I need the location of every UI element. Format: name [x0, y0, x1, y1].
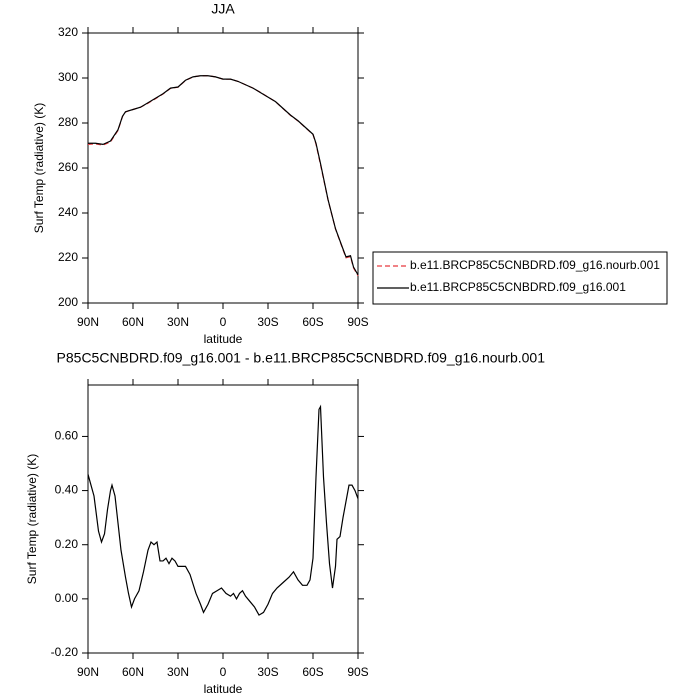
- y-tick-label: 0.60: [55, 429, 79, 443]
- chart-title: JJA: [211, 1, 235, 17]
- y-axis-label: Surf Temp (radiative) (K): [25, 454, 39, 584]
- x-tick-label: 60S: [302, 315, 323, 329]
- x-tick-label: 90S: [347, 315, 368, 329]
- y-tick-label: 220: [58, 250, 78, 264]
- x-axis-label: latitude: [204, 332, 243, 346]
- x-axis-label: latitude: [204, 682, 243, 696]
- data-line: [87, 404, 359, 616]
- y-tick-label: 200: [58, 295, 78, 309]
- legend-label: b.e11.BRCP85C5CNBDRD.f09_g16.nourb.001: [410, 258, 660, 272]
- x-tick-label: 90S: [347, 665, 368, 679]
- x-tick-label: 90N: [77, 665, 99, 679]
- y-tick-label: 300: [58, 70, 78, 84]
- data-line: [87, 75, 359, 277]
- x-tick-label: 30N: [167, 315, 189, 329]
- chart-title: P85C5CNBDRD.f09_g16.001 - b.e11.BRCP85C5…: [57, 350, 546, 366]
- x-tick-label: 0: [220, 665, 227, 679]
- legend-label: b.e11.BRCP85C5CNBDRD.f09_g16.001: [410, 280, 626, 294]
- x-tick-label: 60N: [122, 315, 144, 329]
- x-tick-label: 30N: [167, 665, 189, 679]
- x-tick-label: 60N: [122, 665, 144, 679]
- x-tick-label: 0: [220, 315, 227, 329]
- y-tick-label: 280: [58, 115, 78, 129]
- legend-box: [372, 251, 668, 305]
- y-axis-label: Surf Temp (radiative) (K): [32, 103, 46, 233]
- x-tick-label: 30S: [257, 315, 278, 329]
- data-line: [88, 75, 359, 276]
- y-tick-label: 260: [58, 160, 78, 174]
- y-tick-label: 0.40: [55, 483, 79, 497]
- y-tick-label: -0.20: [51, 645, 79, 659]
- x-tick-label: 60S: [302, 665, 323, 679]
- y-tick-label: 240: [58, 205, 78, 219]
- plot-frame: [87, 384, 359, 654]
- y-tick-label: 0.00: [55, 591, 79, 605]
- y-tick-label: 320: [58, 25, 78, 39]
- x-tick-label: 30S: [257, 665, 278, 679]
- y-tick-label: 0.20: [55, 537, 79, 551]
- plot-frame: [87, 32, 359, 304]
- x-tick-label: 90N: [77, 315, 99, 329]
